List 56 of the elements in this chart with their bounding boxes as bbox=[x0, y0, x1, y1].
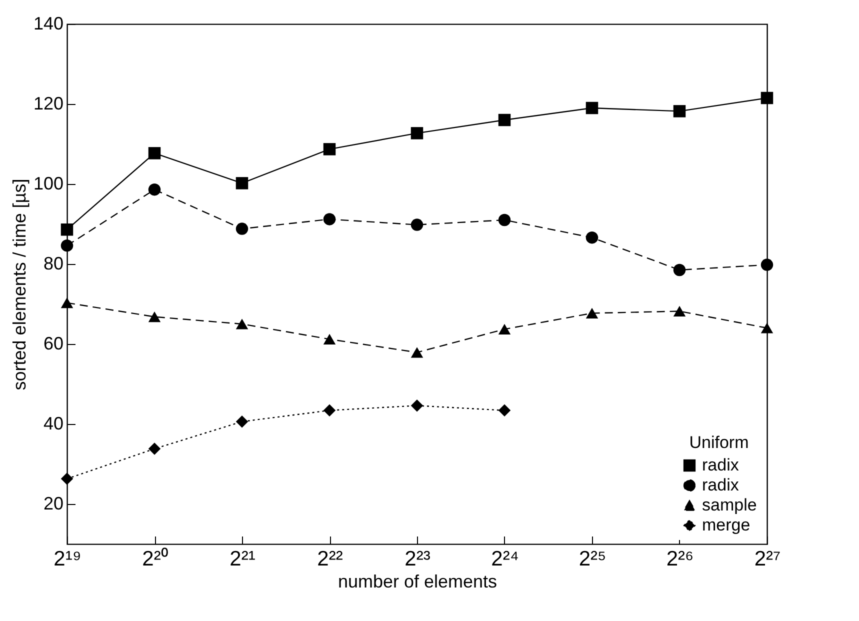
y-tick-label: 140 bbox=[33, 14, 64, 34]
point bbox=[323, 143, 336, 156]
point bbox=[760, 92, 774, 104]
point bbox=[673, 105, 686, 118]
point bbox=[498, 114, 511, 126]
point bbox=[323, 334, 336, 345]
point bbox=[60, 297, 74, 308]
point bbox=[760, 322, 774, 334]
point bbox=[410, 218, 424, 231]
x-tick-label: 2²⁵ bbox=[578, 548, 606, 570]
legend-label: radix bbox=[702, 456, 740, 474]
point bbox=[236, 222, 248, 235]
point bbox=[760, 258, 774, 271]
point bbox=[236, 415, 248, 428]
legend-label: merge bbox=[702, 516, 750, 534]
y-tick-label: 120 bbox=[33, 94, 64, 114]
legend-label: radix bbox=[702, 476, 740, 494]
x-tick-label: 2²¹ bbox=[230, 548, 256, 570]
x-tick-label: 2²⁶ bbox=[666, 548, 694, 570]
point bbox=[60, 472, 74, 485]
point bbox=[673, 264, 686, 276]
x-tick-label: 2²⁰ bbox=[142, 548, 168, 570]
point bbox=[60, 239, 74, 252]
y-axis-title: sorted elements / time [µs] bbox=[9, 178, 30, 390]
point bbox=[410, 347, 424, 358]
y-tick-label: 40 bbox=[43, 414, 64, 434]
point bbox=[148, 442, 161, 455]
y-tick-label: 100 bbox=[33, 174, 64, 194]
x-tick-label: 2²⁴ bbox=[491, 548, 519, 570]
point bbox=[323, 213, 336, 226]
point bbox=[586, 231, 598, 244]
x-tick-label: 2²⁷ bbox=[754, 548, 781, 570]
point bbox=[60, 223, 74, 236]
point bbox=[410, 127, 424, 140]
point bbox=[673, 306, 686, 317]
point bbox=[410, 399, 424, 412]
point bbox=[236, 177, 248, 190]
point bbox=[498, 214, 511, 226]
legend-title: Uniform bbox=[689, 433, 749, 452]
legend-label: sample bbox=[702, 496, 757, 514]
point bbox=[323, 404, 336, 417]
x-tick-label: 2¹⁹ bbox=[54, 548, 82, 570]
y-tick-label: 20 bbox=[43, 494, 64, 514]
x-axis-title: number of elements bbox=[338, 572, 498, 592]
point bbox=[586, 102, 598, 114]
point bbox=[498, 404, 511, 417]
point bbox=[236, 318, 248, 330]
x-tick-label: 2²³ bbox=[404, 548, 430, 570]
point bbox=[586, 308, 598, 319]
point bbox=[498, 324, 511, 335]
point bbox=[148, 311, 161, 322]
y-tick-label: 80 bbox=[43, 254, 64, 274]
x-tick-label: 2²² bbox=[317, 548, 343, 570]
y-tick-label: 60 bbox=[43, 334, 64, 354]
point bbox=[148, 183, 161, 196]
point bbox=[148, 147, 161, 160]
